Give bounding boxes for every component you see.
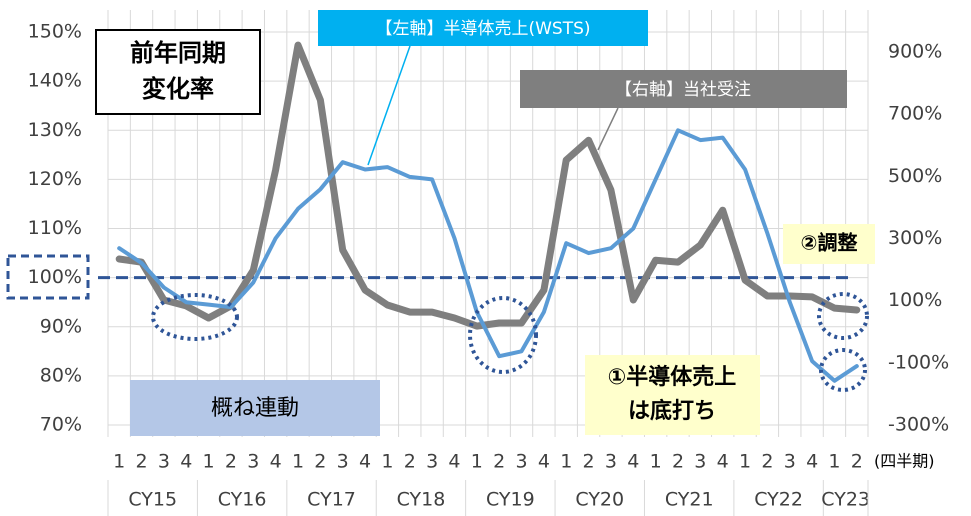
x-tick-label: 1 [471, 451, 483, 473]
x-tick-label: 2 [493, 451, 505, 473]
x-tick-label: 1 [650, 451, 662, 473]
x-tick-label: 2 [672, 451, 684, 473]
y-tick-label: 80% [40, 364, 82, 386]
x-tick-label: 1 [739, 451, 751, 473]
legend-box [318, 10, 648, 46]
x-tick-label: 3 [515, 451, 527, 473]
y-tick-label: 130% [28, 119, 82, 141]
group-label: CY21 [665, 489, 714, 511]
x-tick-label: 1 [560, 451, 572, 473]
annotation-box [585, 355, 760, 435]
annotation-line: は底打ち [628, 398, 716, 424]
x-tick-label: 2 [225, 451, 237, 473]
highlight-circle [151, 293, 239, 341]
x-tick-label: 2 [135, 451, 147, 473]
annotation-box [783, 224, 875, 264]
y-tick-label: 150% [28, 21, 82, 43]
chart-title-line: 前年同期 [130, 39, 226, 67]
highlight-circle [468, 296, 538, 374]
x-tick-label: 2 [314, 451, 326, 473]
y-tick-label: 100% [28, 266, 82, 288]
y2-tick-label: 900% [888, 40, 942, 62]
group-label: CY17 [307, 489, 356, 511]
x-tick-label: 1 [203, 451, 215, 473]
y2-tick-label: 500% [888, 165, 942, 187]
x-tick-label: 4 [359, 451, 371, 473]
annotation: 概ね連動 [211, 396, 299, 421]
series-line [115, 41, 861, 330]
legend-box [520, 70, 847, 108]
x-tick-label: 3 [605, 451, 617, 473]
y2-tick-label: 700% [888, 103, 942, 125]
legend-label: 【右軸】当社受注 [615, 80, 751, 100]
x-tick-label: 4 [627, 451, 639, 473]
x-tick-label: 4 [717, 451, 729, 473]
group-label: CY19 [486, 489, 535, 511]
x-tick-label: 3 [158, 451, 170, 473]
x-tick-label: 4 [538, 451, 550, 473]
annotation: ②調整 [801, 231, 858, 255]
group-label: CY23 [821, 489, 870, 511]
group-label: CY18 [397, 489, 446, 511]
x-tick-label: 3 [337, 451, 349, 473]
x-tick-label: 1 [381, 451, 393, 473]
annotation-box [130, 380, 380, 436]
x-tick-label: 3 [426, 451, 438, 473]
title-box [95, 29, 261, 115]
y2-tick-label: -100% [888, 351, 949, 373]
x-tick-label: 4 [806, 451, 818, 473]
highlight-circle [817, 292, 869, 340]
y-tick-label: 120% [28, 168, 82, 190]
annotation: ①半導体売上は底打ち [608, 364, 737, 424]
x-tick-label: 1 [828, 451, 840, 473]
x-tick-label: 3 [694, 451, 706, 473]
x-tick-label: 2 [851, 451, 863, 473]
callout-leader [367, 45, 411, 166]
x-tick-label: 2 [583, 451, 595, 473]
y2-tick-label: 300% [888, 227, 942, 249]
legend-label: 【左軸】半導体売上(WSTS) [375, 19, 590, 39]
x-tick-label: 4 [180, 451, 192, 473]
x-tick-label: 3 [247, 451, 259, 473]
y2-tick-label: -300% [888, 414, 949, 436]
series-line [117, 128, 859, 383]
x-tick-label: 3 [784, 451, 796, 473]
x-tick-label: 1 [292, 451, 304, 473]
callout-leader [597, 107, 619, 151]
highlight-circle [819, 348, 867, 392]
y-tick-label: 110% [28, 217, 82, 239]
group-label: CY22 [754, 489, 803, 511]
x-tick-label: 2 [761, 451, 773, 473]
x-tick-label: 2 [404, 451, 416, 473]
highlight-box [6, 254, 90, 300]
y-tick-label: 90% [40, 315, 82, 337]
y-tick-label: 140% [28, 70, 82, 92]
x-tick-label: 1 [113, 451, 125, 473]
y-tick-label: 70% [40, 414, 82, 436]
group-label: CY15 [128, 489, 177, 511]
annotation-line: ①半導体売上 [608, 364, 737, 390]
group-label: CY20 [575, 489, 624, 511]
y2-tick-label: 100% [888, 289, 942, 311]
x-tick-label: 4 [448, 451, 460, 473]
x-unit-label: (四半期) [874, 452, 935, 471]
chart-title: 前年同期変化率 [130, 39, 226, 103]
group-label: CY16 [218, 489, 267, 511]
chart-title-line: 変化率 [142, 75, 214, 103]
x-tick-label: 4 [270, 451, 282, 473]
